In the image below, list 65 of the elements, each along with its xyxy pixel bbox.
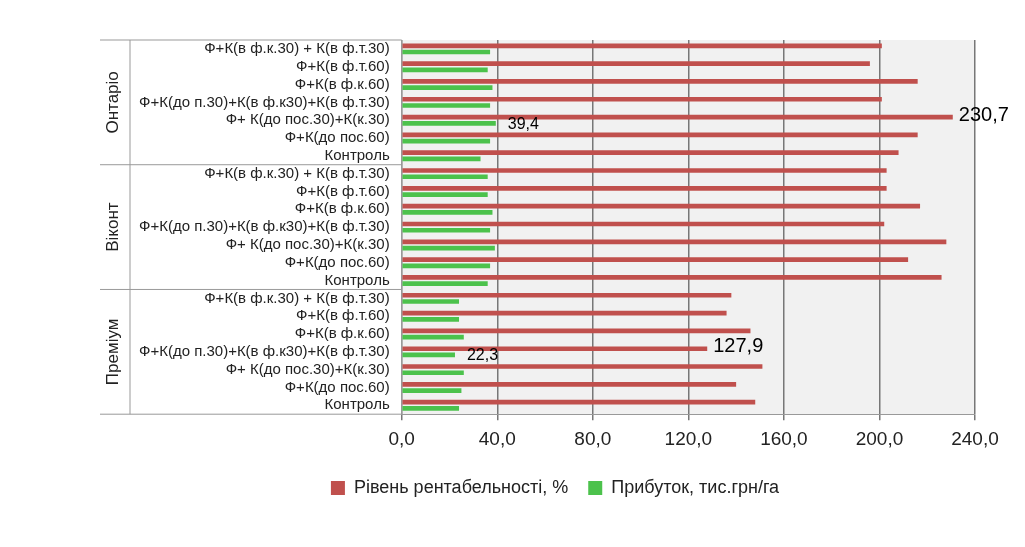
bar bbox=[402, 227, 491, 233]
y-tick-label: Ф+ К(до пос.30)+К(к.30) bbox=[225, 359, 390, 377]
y-tick-label: Ф+К(в ф.т.60) bbox=[296, 181, 390, 199]
data-label: 230,7 bbox=[958, 102, 1009, 125]
legend-label: Рівень рентабельності, % bbox=[353, 476, 569, 497]
bar bbox=[402, 406, 460, 411]
bar bbox=[402, 79, 918, 84]
y-tick-label: Ф+К(в ф.т.60) bbox=[296, 306, 390, 324]
bar bbox=[402, 96, 882, 102]
bar bbox=[402, 370, 464, 376]
text: Віконт bbox=[102, 202, 122, 252]
y-tick-label: Ф+К(до п.30)+К(в ф.к30)+К(в ф.т.30) bbox=[139, 341, 390, 359]
x-tick-label: 80,0 bbox=[574, 427, 612, 449]
x-tick-label: 0,0 bbox=[388, 427, 415, 449]
bar bbox=[402, 388, 462, 393]
bar bbox=[402, 61, 870, 66]
x-tick-label: 200,0 bbox=[855, 427, 904, 449]
bar bbox=[402, 203, 921, 209]
bar bbox=[402, 239, 947, 245]
bar bbox=[402, 192, 488, 197]
y-tick-label: Ф+К(до пос.60) bbox=[284, 377, 390, 395]
text: Онтаріо bbox=[102, 71, 122, 134]
bar bbox=[402, 382, 737, 387]
data-label: 127,9 bbox=[713, 334, 764, 357]
y-tick-label: Ф+ К(до пос.30)+К(к.30) bbox=[225, 235, 390, 253]
x-tick-label: 120,0 bbox=[664, 427, 713, 449]
y-tick-label: Ф+ К(до пос.30)+К(к.30) bbox=[225, 110, 390, 128]
bar bbox=[402, 316, 460, 322]
bar bbox=[402, 281, 488, 287]
y-tick-label: Ф+К(в ф.т.60) bbox=[296, 56, 390, 74]
bar bbox=[402, 186, 887, 191]
bar bbox=[402, 299, 460, 304]
bar bbox=[402, 399, 756, 405]
y-tick-label: Ф+К(в ф.к.30) + К(в ф.т.30) bbox=[204, 39, 390, 57]
bar bbox=[402, 85, 493, 91]
y-tick-label: Ф+К(в ф.к.60) bbox=[294, 74, 390, 92]
bar bbox=[402, 210, 493, 215]
y-tick-label: Ф+К(в ф.к.60) bbox=[294, 324, 390, 342]
y-tick-label: Ф+К(в ф.к.30) + К(в ф.т.30) bbox=[204, 163, 390, 181]
bar bbox=[402, 257, 909, 262]
bar bbox=[402, 168, 887, 173]
y-tick-label: Ф+К(до пос.60) bbox=[284, 252, 390, 270]
bar bbox=[402, 150, 899, 156]
x-tick-label: 160,0 bbox=[760, 427, 808, 449]
data-label: 39,4 bbox=[507, 114, 540, 132]
y-tick-label: Контроль bbox=[324, 395, 390, 413]
bar bbox=[402, 275, 942, 280]
data-label: 22,3 bbox=[466, 346, 499, 364]
y-tick-label: Ф+К(до п.30)+К(в ф.к30)+К(в ф.т.30) bbox=[139, 217, 390, 235]
y-tick-label: Ф+К(в ф.к.30) + К(в ф.т.30) bbox=[204, 288, 390, 306]
x-tick-label: 240,0 bbox=[951, 427, 999, 449]
y-tick-label: Контроль bbox=[324, 270, 390, 288]
bar bbox=[402, 43, 882, 49]
text: Преміум bbox=[102, 318, 122, 386]
y-tick-label: Ф+К(до пос.60) bbox=[284, 128, 390, 146]
y-tick-label: Контроль bbox=[324, 145, 390, 163]
y-tick-label: Ф+К(до п.30)+К(в ф.к30)+К(в ф.т.30) bbox=[139, 92, 390, 110]
y-tick-label: Ф+К(в ф.к.60) bbox=[294, 199, 390, 217]
legend-label: Прибуток, тис.грн/га bbox=[611, 476, 781, 497]
x-tick-label: 40,0 bbox=[478, 427, 516, 449]
bar bbox=[402, 103, 491, 108]
bar bbox=[402, 174, 488, 180]
bar bbox=[402, 364, 763, 369]
bar bbox=[402, 120, 496, 126]
bar bbox=[402, 292, 732, 298]
